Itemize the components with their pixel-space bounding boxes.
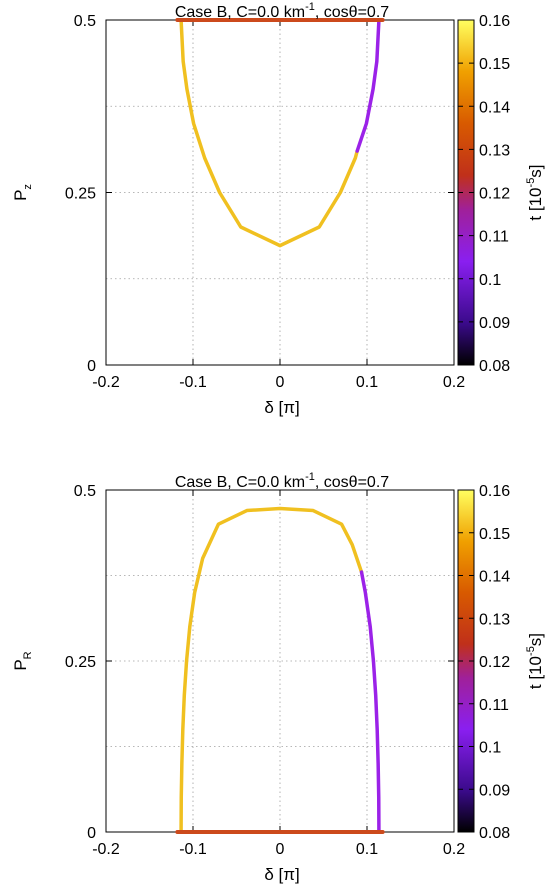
colorbar-tick-label: 0.13 xyxy=(479,611,510,628)
y-tick-label: 0 xyxy=(87,358,96,375)
colorbar-tick-label: 0.13 xyxy=(479,142,510,159)
colorbar-tick-label: 0.16 xyxy=(479,483,510,500)
x-tick-label: -0.2 xyxy=(92,374,120,391)
text-part: P xyxy=(11,659,30,670)
x-axis-label: δ [π] xyxy=(264,865,299,884)
colorbar-label: t [10-5s] xyxy=(525,633,545,689)
colorbar-tick-label: 0.14 xyxy=(479,569,510,586)
text-part: , cosθ=0.7 xyxy=(315,4,389,21)
colorbar: 0.08 0.09 0.1 0.11 0.12 0.13 0.14 0.15 0.16 t [10… xyxy=(457,483,545,842)
series-line-2 xyxy=(355,18,381,153)
text-part: , cosθ=0.7 xyxy=(315,474,389,491)
grid xyxy=(106,20,454,365)
colorbar-tick-label: 0.15 xyxy=(479,56,510,73)
text-part: -5 xyxy=(525,178,537,188)
colorbar-tick-label: 0.09 xyxy=(479,315,510,332)
colorbar-tick-label: 0.08 xyxy=(479,358,510,375)
text-part: Case B, C=0.0 km xyxy=(175,474,305,491)
x-tick-label: 0 xyxy=(276,374,285,391)
text-part: R xyxy=(22,651,34,659)
x-tick-label: -0.2 xyxy=(92,841,120,858)
colorbar-tick-label: 0.11 xyxy=(479,697,509,714)
colorbar-tick-label: 0.1 xyxy=(479,740,501,757)
colorbar-tick-label: 0.12 xyxy=(479,654,510,671)
x-tick-label: -0.1 xyxy=(179,841,207,858)
text-part: t [10 xyxy=(526,656,545,689)
text-part: t [10 xyxy=(526,187,545,220)
x-tick-label: 0.2 xyxy=(443,374,465,391)
colorbar-tick-label: 0.15 xyxy=(479,526,510,543)
text-part: -1 xyxy=(305,471,315,483)
chart-title: Case B, C=0.0 km-1, cosθ=0.7 xyxy=(175,1,389,21)
x-axis-label: δ [π] xyxy=(264,398,299,417)
y-tick-label: 0.25 xyxy=(65,654,96,671)
y-axis-label: PR xyxy=(11,651,34,670)
text-part: s] xyxy=(526,164,545,177)
colorbar-label: t [10-5s] xyxy=(525,164,545,220)
x-tick-label: 0.2 xyxy=(443,841,465,858)
colorbar-tick-label: 0.16 xyxy=(479,13,510,30)
y-axis-label: Pz xyxy=(11,184,34,201)
text-part: z xyxy=(22,184,34,190)
text-part: P xyxy=(11,190,30,201)
colorbar-tick-label: 0.1 xyxy=(479,272,501,289)
y-tick-label: 0.5 xyxy=(74,13,96,30)
colorbar-tick-label: 0.09 xyxy=(479,782,510,799)
series-line-1 xyxy=(179,18,359,248)
grid xyxy=(106,490,454,832)
y-tick-label: 0.5 xyxy=(74,483,96,500)
x-tick-label: 0.1 xyxy=(356,374,378,391)
series-line-2 xyxy=(359,570,381,834)
chart-title: Case B, C=0.0 km-1, cosθ=0.7 xyxy=(175,471,389,491)
colorbar-tick-label: 0.12 xyxy=(479,186,510,203)
text-part: Case B, C=0.0 km xyxy=(175,4,305,21)
x-tick-label: 0 xyxy=(276,841,285,858)
colorbar-tick-label: 0.14 xyxy=(479,99,510,116)
colorbar-tick-label: 0.08 xyxy=(479,825,510,842)
x-tick-label: 0.1 xyxy=(356,841,378,858)
series-line-1 xyxy=(179,506,364,834)
colorbar: 0.08 0.09 0.1 0.11 0.12 0.13 0.14 0.15 0.16 t [10… xyxy=(457,13,545,375)
text-part: -5 xyxy=(525,646,537,656)
text-part: s] xyxy=(526,633,545,646)
x-tick-label: -0.1 xyxy=(179,374,207,391)
y-tick-label: 0 xyxy=(87,825,96,842)
colorbar-tick-label: 0.11 xyxy=(479,229,509,246)
text-part: -1 xyxy=(305,1,315,13)
y-tick-label: 0.25 xyxy=(65,186,96,203)
